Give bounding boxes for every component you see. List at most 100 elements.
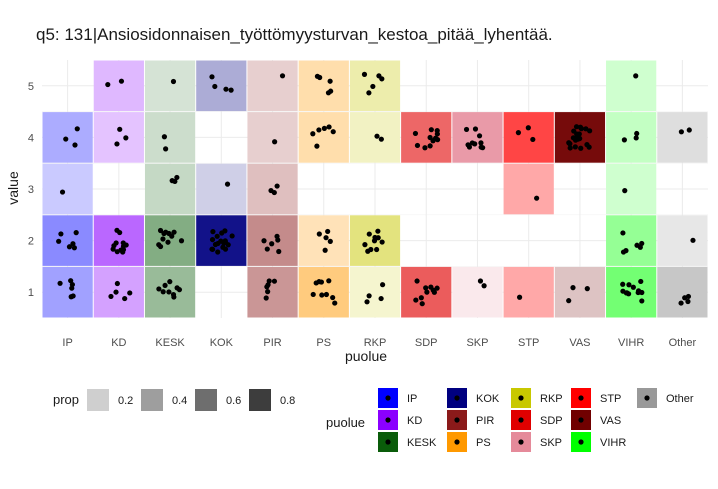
point-kd-1	[114, 280, 120, 287]
point-ps-1	[310, 291, 316, 298]
point-ip-2	[73, 230, 79, 236]
y-tick-label: 1	[28, 287, 34, 299]
y-tick-label: 2	[28, 236, 34, 248]
legend-party-label: PS	[476, 437, 491, 449]
y-tick-label: 3	[28, 184, 34, 196]
point-rkp-5	[370, 83, 376, 90]
legend-party-label: Other	[666, 393, 694, 405]
point-ip-2	[66, 244, 73, 250]
point-vas-4	[572, 144, 578, 150]
legend-party-label: STP	[600, 393, 621, 405]
point-ip-4	[74, 126, 80, 132]
legend-prop-label: 0.2	[118, 395, 133, 407]
point-pir-4	[272, 139, 278, 145]
legend-prop-label: 0.8	[280, 395, 295, 407]
point-ps-5	[325, 90, 332, 96]
point-rkp-2	[368, 246, 374, 253]
point-vas-4	[578, 145, 584, 151]
point-kok-2	[214, 233, 220, 239]
point-skp-4	[478, 144, 484, 150]
tile-kd-5	[93, 60, 144, 112]
point-vihr-1	[620, 281, 626, 287]
point-pir-1	[265, 282, 271, 288]
point-kok-2	[221, 240, 227, 246]
point-ps-1	[330, 294, 336, 301]
points	[56, 71, 696, 307]
x-tick-label: Other	[669, 337, 697, 349]
point-sdp-1	[430, 287, 436, 293]
point-other-1	[678, 300, 684, 306]
point-other-1	[685, 298, 691, 305]
point-vihr-3	[622, 188, 628, 194]
point-sdp-4	[434, 131, 440, 137]
point-kesk-3	[174, 174, 180, 181]
point-kok-5	[228, 87, 234, 93]
point-stp-4	[525, 125, 531, 131]
point-kd-4	[123, 135, 129, 141]
point-kd-4	[114, 141, 120, 147]
tile-stp-4	[503, 112, 554, 163]
chart-title: q5: 131|Ansiosidonnaisen_työttömyysturva…	[36, 25, 553, 44]
legend-party-dot	[518, 439, 524, 445]
point-pir-2	[269, 241, 275, 247]
tiles	[42, 60, 708, 318]
point-vas-4	[574, 135, 580, 141]
point-kd-2	[111, 243, 117, 249]
point-kesk-2	[161, 230, 167, 237]
tile-kesk-4	[144, 112, 196, 163]
tile-pir-1	[247, 266, 298, 318]
point-ps-4	[316, 127, 322, 133]
legend-party-label: RKP	[540, 393, 563, 405]
point-kesk-4	[161, 134, 168, 140]
point-ip-2	[58, 231, 64, 237]
point-skp-4	[472, 126, 479, 132]
tile-vas-1	[554, 266, 606, 318]
x-tick-label: KESK	[155, 337, 185, 349]
point-ps-4	[326, 124, 332, 130]
point-ps-2	[327, 238, 333, 244]
point-vihr-1	[638, 278, 644, 285]
point-pir-5	[279, 73, 286, 79]
tile-vihr-1	[606, 266, 657, 318]
point-ps-4	[330, 129, 336, 135]
point-ip-4	[63, 136, 69, 142]
x-tick-label: STP	[518, 337, 539, 349]
point-sdp-1	[419, 301, 425, 307]
legend-prop-label: 0.4	[172, 395, 187, 407]
point-rkp-4	[374, 133, 380, 139]
tile-kesk-2	[144, 215, 196, 266]
tile-pir-2	[247, 215, 298, 266]
tile-vihr-5	[606, 60, 657, 112]
point-kesk-3	[169, 178, 175, 184]
tile-stp-3	[503, 163, 554, 215]
point-skp-1	[481, 283, 487, 289]
legend-party-dot	[578, 395, 584, 401]
point-rkp-1	[380, 282, 386, 288]
point-stp-4	[515, 130, 522, 136]
point-vihr-1	[626, 282, 632, 288]
legend-party-label: SDP	[540, 415, 563, 427]
point-ps-2	[323, 235, 329, 241]
point-rkp-5	[366, 90, 372, 96]
tile-vihr-3	[606, 163, 657, 215]
point-rkp-2	[366, 231, 372, 237]
point-other-2	[690, 237, 696, 243]
point-ps-5	[327, 78, 333, 84]
tile-pir-4	[247, 112, 298, 163]
point-ip-1	[69, 281, 75, 288]
point-kd-5	[105, 81, 111, 88]
legend-prop-title: prop	[53, 392, 79, 407]
legend-party: puolue IP KD KESK KOK PIR PS RKP SDP SKP STP VAS VIH…	[326, 388, 694, 452]
point-kd-2	[114, 227, 120, 233]
point-vas-4	[578, 126, 584, 132]
tile-kd-2	[93, 215, 144, 266]
x-tick-label: PS	[316, 337, 331, 349]
x-tick-label: KD	[111, 337, 126, 349]
point-vihr-4	[634, 130, 640, 137]
tile-pir-5	[247, 60, 298, 112]
point-sdp-4	[433, 136, 439, 142]
point-kd-2	[120, 249, 126, 255]
legend-party-label: VIHR	[600, 437, 626, 449]
point-vas-4	[576, 131, 582, 137]
point-kesk-2	[160, 236, 166, 242]
